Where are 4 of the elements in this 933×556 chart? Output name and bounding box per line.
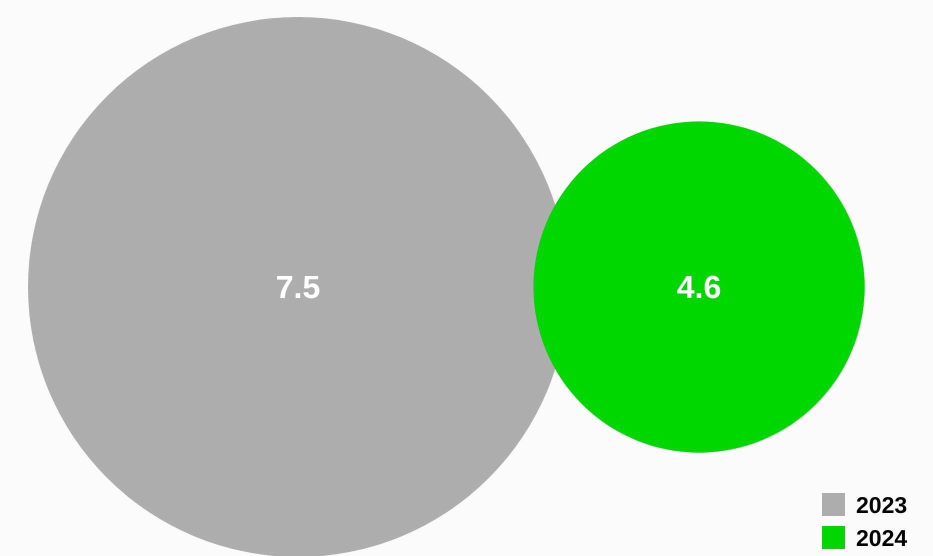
data-label: 7.5: [276, 269, 320, 306]
data-label: 4.6: [676, 269, 722, 306]
text: 2024: [856, 525, 908, 552]
text: 2023: [856, 492, 908, 518]
